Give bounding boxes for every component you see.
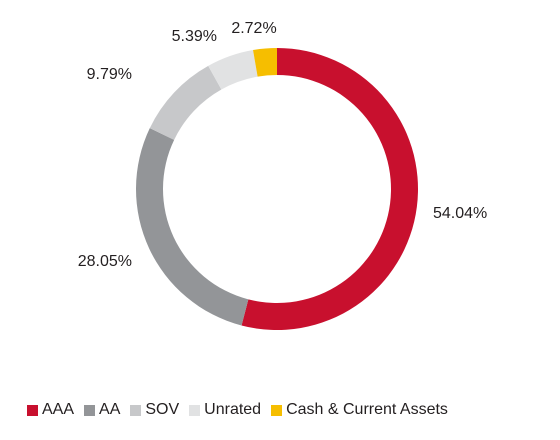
legend-swatch-aa xyxy=(84,404,96,416)
donut-slices xyxy=(136,48,418,330)
legend-swatch-sov xyxy=(130,404,142,416)
slice-aa xyxy=(136,128,249,326)
legend-swatch-aaa xyxy=(27,404,38,416)
data-label-sov: 9.79% xyxy=(87,66,132,83)
legend-label: Unrated xyxy=(204,401,262,418)
legend-label: AAA xyxy=(42,401,75,418)
legend-item-sov: SOV xyxy=(130,401,179,419)
slice-unrated xyxy=(208,50,258,90)
data-label-aa: 28.05% xyxy=(78,253,132,270)
slice-aaa xyxy=(241,48,418,330)
data-labels: 54.04% 28.05% 9.79% 5.39% 2.72% xyxy=(78,20,488,270)
chart-legend: AAA AA SOV Unrated Cash & Current Assets xyxy=(27,398,448,422)
legend-item-aa: AA xyxy=(84,401,120,419)
legend-item-unrated: Unrated xyxy=(189,401,261,419)
data-label-cash-and-current-assets: 2.72% xyxy=(231,20,276,37)
legend-item-aaa: AAA xyxy=(27,401,74,419)
data-label-aaa: 54.04% xyxy=(433,205,487,222)
legend-item-cash-and-current-assets: Cash & Current Assets xyxy=(271,401,448,419)
slice-sov xyxy=(149,65,222,140)
legend-label: AA xyxy=(99,401,121,418)
legend-label: SOV xyxy=(145,401,180,418)
slice-cash-and-current-assets xyxy=(253,48,277,77)
legend-swatch-unrated xyxy=(189,404,201,416)
data-label-unrated: 5.39% xyxy=(172,28,217,45)
legend-label: Cash & Current Assets xyxy=(286,401,448,418)
legend-swatch-cash-and-current-assets xyxy=(271,404,283,416)
